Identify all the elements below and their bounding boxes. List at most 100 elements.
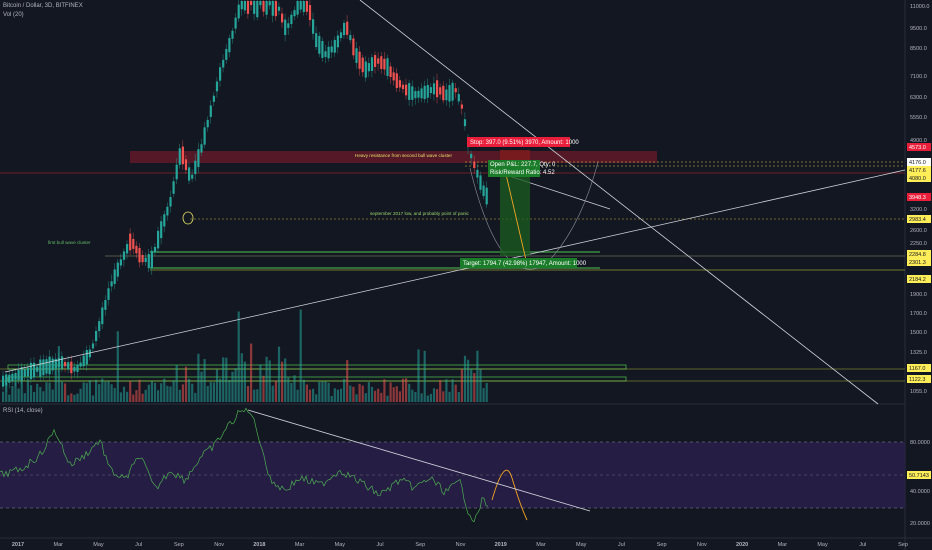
- volume-bar: [82, 382, 85, 402]
- candle: [436, 80, 439, 98]
- volume-bar: [169, 386, 172, 402]
- candle: [8, 374, 11, 383]
- volume-bar: [184, 366, 188, 402]
- volume-bar: [364, 393, 367, 402]
- downtrend-line[interactable]: [359, 0, 879, 405]
- volume-bar: [423, 350, 426, 402]
- candle: [129, 233, 132, 251]
- volume-bar: [45, 382, 48, 402]
- loss-zone[interactable]: [500, 150, 530, 162]
- candle: [203, 127, 206, 145]
- volume-bar: [290, 382, 293, 402]
- volume-bar: [467, 359, 470, 402]
- price-tick-label: 8500.0: [910, 46, 927, 52]
- rsi-tick-label: 20.0000: [910, 521, 930, 527]
- candle: [377, 58, 380, 64]
- september-low-marker[interactable]: [182, 211, 194, 225]
- candle: [268, 1, 271, 6]
- volume-bar: [281, 361, 284, 402]
- volume-bar: [42, 391, 45, 402]
- price-badge: [907, 143, 931, 151]
- volume-bar: [463, 355, 467, 402]
- projection-arrow: [504, 169, 527, 261]
- candle: [349, 35, 352, 41]
- volume-bar: [246, 385, 250, 402]
- candle: [60, 356, 64, 369]
- symbol-title: Bitcoin / Dollar, 3D, BITFINEX: [3, 3, 83, 9]
- volume-bar: [135, 390, 138, 402]
- first-wave-annotation: first bull wave cluster: [48, 240, 91, 245]
- profit-zone[interactable]: [500, 162, 530, 256]
- candle: [20, 367, 23, 381]
- candle: [188, 167, 191, 181]
- candle: [234, 17, 237, 29]
- volume-bar: [163, 378, 166, 402]
- volume-bar: [104, 381, 107, 402]
- candle: [265, 1, 268, 15]
- time-tick-label: Sep: [415, 542, 425, 548]
- volume-bar: [451, 379, 454, 402]
- volume-bar: [101, 378, 104, 402]
- volume-bar: [457, 392, 460, 402]
- price-tick-label: 1700.0: [910, 311, 927, 317]
- rsi-trend-line[interactable]: [247, 409, 591, 512]
- volume-bar: [318, 381, 321, 402]
- volume-bar: [417, 349, 420, 402]
- candle: [135, 245, 138, 254]
- volume-bar: [76, 393, 79, 402]
- target-label-box[interactable]: [460, 258, 577, 268]
- candle: [95, 330, 98, 342]
- volume-bar: [302, 379, 305, 402]
- volume-bar: [426, 395, 429, 402]
- volume-bar: [107, 381, 110, 402]
- volume-bar: [39, 387, 42, 402]
- candle: [250, 1, 253, 6]
- price-badge: [907, 166, 931, 174]
- candle: [45, 359, 48, 374]
- price-badge-label: 2301.3: [909, 260, 926, 266]
- stop-label-box[interactable]: [467, 137, 570, 147]
- volume-bar: [386, 395, 389, 402]
- price-tick-label: 11000.0: [910, 4, 929, 10]
- price-badge-label: 2184.2: [909, 277, 926, 283]
- volume-bar: [256, 389, 259, 402]
- pnl-label-box[interactable]: [488, 160, 540, 177]
- time-tick-label: Sep: [174, 542, 184, 548]
- volume-bar: [194, 392, 197, 402]
- volume-bar: [110, 384, 113, 402]
- volume-bar: [296, 389, 299, 402]
- candle: [386, 58, 389, 76]
- candle: [374, 55, 377, 67]
- rsi-axis[interactable]: 80.0000 40.0000 20.0000 50.7143: [907, 440, 931, 527]
- candle: [411, 86, 414, 100]
- volume-bar: [349, 385, 352, 402]
- candle: [429, 87, 432, 94]
- volume-bar: [377, 388, 380, 402]
- time-axis[interactable]: 2017 Mar May Jul Sep Nov 2018 Mar May Jul Sep Nov 20…: [12, 542, 908, 548]
- long-term-uptrend-line[interactable]: [4, 169, 906, 373]
- volume-bar: [79, 388, 82, 402]
- time-tick-label: Nov: [697, 542, 707, 548]
- volume-bar: [383, 379, 386, 402]
- candle: [336, 35, 339, 48]
- candle: [82, 355, 85, 367]
- time-tick-label: May: [576, 542, 587, 548]
- volume-bar: [147, 384, 150, 402]
- candle: [237, 4, 240, 19]
- price-tick-label: 3200.0: [910, 207, 927, 213]
- volume-bar: [395, 386, 398, 402]
- candle: [442, 85, 445, 101]
- candle: [194, 160, 197, 175]
- candle: [445, 89, 448, 101]
- volume-bar: [259, 364, 262, 402]
- volume-bar: [327, 382, 330, 402]
- candle: [482, 185, 485, 197]
- time-tick-label: May: [817, 542, 828, 548]
- volume-bar: [11, 385, 14, 402]
- volume-bar: [60, 381, 64, 402]
- volume-bar: [473, 372, 476, 402]
- volume-bar: [346, 360, 349, 402]
- volume-bar: [132, 394, 135, 402]
- candle: [222, 59, 225, 68]
